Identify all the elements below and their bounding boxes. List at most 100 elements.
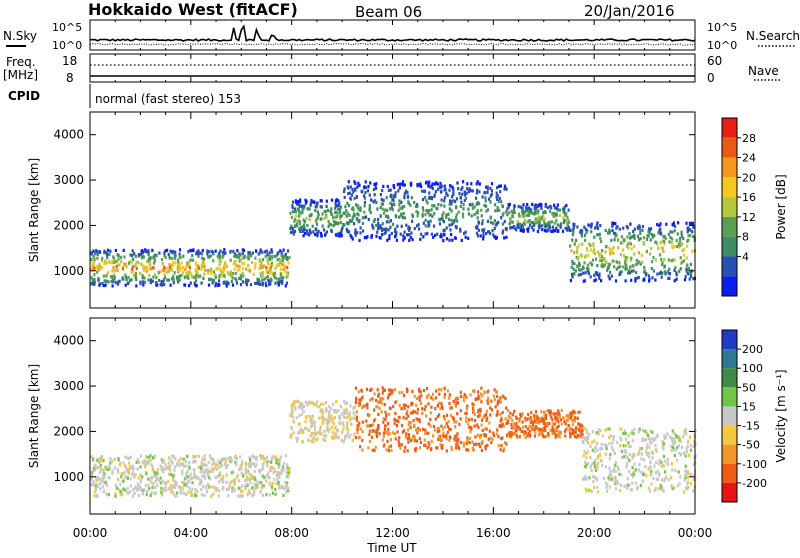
velocity-cell	[509, 434, 512, 438]
velocity-cell	[683, 451, 686, 455]
power-cell	[485, 209, 488, 213]
velocity-cell	[282, 462, 286, 466]
power-cell	[132, 273, 136, 278]
velocity-cell	[241, 459, 244, 463]
power-cell	[403, 216, 406, 220]
power-cell	[336, 211, 339, 215]
power-cell	[442, 232, 445, 236]
power-cell	[357, 181, 360, 185]
power-cell	[420, 184, 423, 188]
velocity-cell	[141, 475, 144, 479]
power-cell	[543, 219, 546, 223]
velocity-cell	[361, 395, 364, 399]
velocity-cell	[322, 437, 325, 442]
power-cell	[381, 207, 384, 211]
velocity-cell	[222, 479, 225, 483]
power-cell	[247, 257, 250, 261]
power-cell	[430, 196, 433, 200]
velocity-cell	[150, 480, 153, 484]
velocity-cell	[439, 407, 442, 411]
velocity-cell	[592, 474, 595, 479]
power-cell	[259, 271, 262, 275]
power-cell	[552, 214, 555, 218]
power-cell	[282, 276, 285, 280]
velocity-cell	[608, 473, 611, 477]
velocity-cell	[582, 435, 585, 440]
velocity-cell	[475, 397, 478, 401]
power-cell	[153, 257, 156, 261]
power-cell	[121, 276, 124, 280]
power-cell	[597, 250, 600, 254]
power-cell	[94, 252, 97, 256]
velocity-cell	[496, 428, 499, 432]
velocity-cell	[117, 470, 120, 474]
velocity-cell	[655, 477, 658, 481]
power-cell	[663, 264, 666, 268]
power-cell	[546, 206, 549, 210]
colorbar-tick-label: -200	[742, 477, 767, 490]
power-cell	[501, 204, 504, 208]
power-cell	[653, 233, 656, 237]
power-cell	[241, 272, 244, 276]
velocity-cell	[654, 443, 657, 448]
velocity-cell	[557, 430, 560, 434]
power-cell	[476, 201, 479, 205]
velocity-cell	[302, 410, 305, 414]
velocity-cell	[585, 428, 588, 433]
power-cell	[573, 250, 576, 254]
velocity-cell	[455, 442, 458, 446]
power-cell	[364, 185, 368, 190]
velocity-cell	[115, 486, 119, 490]
y-tick-label: 1000	[53, 264, 84, 278]
power-cell	[214, 284, 217, 288]
power-cell	[503, 220, 506, 224]
velocity-cell	[299, 427, 302, 431]
power-cell	[332, 215, 335, 219]
velocity-cell	[214, 462, 218, 466]
velocity-cell	[308, 414, 311, 418]
power-cell	[475, 196, 478, 200]
power-cell	[166, 278, 169, 282]
velocity-cell	[223, 457, 226, 461]
power-cell	[481, 219, 484, 223]
power-cell	[399, 232, 402, 236]
velocity-cell	[512, 423, 516, 427]
velocity-cell	[194, 455, 197, 459]
velocity-cell	[511, 413, 514, 417]
power-cell	[368, 208, 371, 212]
power-cell	[112, 266, 115, 270]
power-cell	[450, 208, 453, 212]
power-cell	[470, 214, 473, 218]
velocity-cell	[413, 410, 417, 414]
power-cell	[542, 214, 545, 218]
power-cell	[315, 227, 318, 231]
power-cell	[441, 213, 444, 217]
velocity-cell	[129, 477, 132, 481]
velocity-cell	[105, 483, 109, 487]
power-cell	[340, 227, 344, 231]
power-cell	[591, 263, 594, 267]
power-cell	[637, 260, 641, 264]
velocity-cell	[253, 482, 256, 486]
power-cell	[648, 227, 651, 231]
power-cell	[255, 249, 258, 253]
power-cell	[217, 283, 220, 287]
power-cell	[92, 255, 96, 259]
velocity-cell	[366, 406, 369, 410]
velocity-cell	[100, 455, 103, 459]
velocity-cell	[472, 448, 475, 452]
velocity-cell	[588, 476, 591, 480]
velocity-cell	[208, 469, 212, 473]
velocity-cell	[593, 465, 596, 469]
power-cell	[483, 203, 486, 207]
velocity-cell	[649, 438, 652, 442]
velocity-cell	[476, 433, 479, 437]
velocity-cell	[449, 427, 452, 431]
power-cell	[410, 231, 413, 235]
power-cell	[651, 276, 654, 280]
power-cell	[116, 268, 119, 272]
velocity-cell	[661, 444, 665, 448]
velocity-cell	[535, 420, 538, 424]
velocity-cell	[372, 429, 375, 433]
velocity-cell	[490, 408, 494, 412]
